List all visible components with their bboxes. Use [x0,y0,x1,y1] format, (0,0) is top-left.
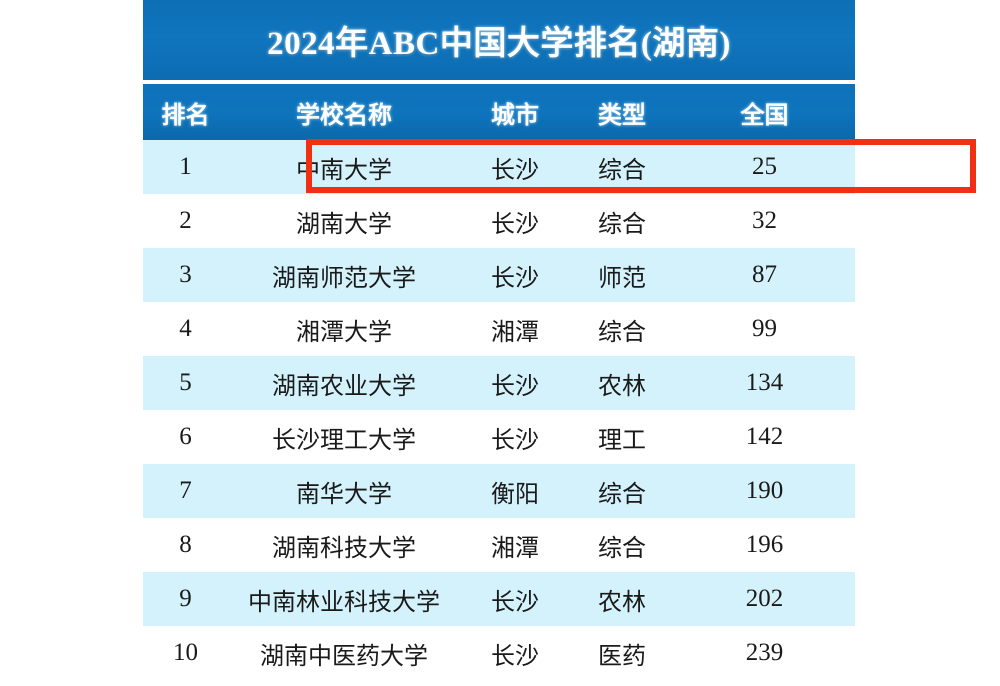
cell-rank: 10 [173,639,198,666]
cell-type: 师范 [598,265,646,292]
cell-city: 长沙 [491,643,539,670]
column-header-national: 全国 [740,102,789,129]
cell-name: 长沙理工大学 [272,427,416,454]
title-divider [143,80,855,84]
cell-type: 农林 [598,589,646,616]
cell-type: 理工 [598,427,646,454]
table-row[interactable]: 7 南华大学 衡阳 综合 190 [143,464,855,518]
column-header-city: 城市 [491,102,539,129]
cell-national: 25 [752,153,777,180]
cell-national: 87 [752,261,777,288]
column-header-name: 学校名称 [296,102,392,129]
cell-national: 134 [745,369,784,396]
cell-city: 长沙 [491,265,539,292]
cell-city: 湘潭 [491,319,539,346]
ranking-table-card: 2024年ABC中国大学排名(湖南) 排名 学校名称 城市 类型 全国 1 中南大学 长沙综… [143,0,976,686]
table-row[interactable]: 5 湖南农业大学 长沙 农林 134 [143,356,855,410]
column-header-rank: 排名 [161,102,210,129]
cell-city: 湘潭 [491,535,539,562]
page-title: 2024年ABC中国大学排名(湖南) [267,26,731,62]
cell-rank: 6 [179,423,192,450]
table-row[interactable]: 9 中南林业科技大学 长沙 农林 202 [143,572,855,626]
cell-name: 南华大学 [296,481,392,508]
cell-rank: 1 [179,153,192,180]
table-body: 1 中南大学 长沙 综合 25 2 湖南大学 长沙 综合 32 3 湖南师范大学 长沙 师范 87 4 湘潭大学… [143,140,855,680]
cell-national: 142 [745,423,784,450]
table-row[interactable]: 8 湖南科技大学 湘潭 综合 196 [143,518,855,572]
table-row[interactable]: 1 中南大学 长沙 综合 25 [143,140,855,194]
cell-national: 202 [745,585,784,612]
cell-national: 99 [752,315,777,342]
cell-name: 湖南农业大学 [272,373,416,400]
table-row[interactable]: 3 湖南师范大学 长沙 师范 87 [143,248,855,302]
table-title-bar: 2024年ABC中国大学排名(湖南) [143,0,855,80]
cell-rank: 7 [179,477,192,504]
cell-rank: 9 [179,585,192,612]
table-row[interactable]: 10 湖南中医药大学 长沙 医药 239 [143,626,855,680]
cell-city: 长沙 [491,427,539,454]
cell-type: 综合 [598,535,646,562]
cell-type: 农林 [598,373,646,400]
cell-rank: 5 [179,369,192,396]
cell-name: 湖南科技大学 [272,535,416,562]
cell-type: 综合 [598,319,646,346]
cell-type: 医药 [598,643,646,670]
cell-city: 长沙 [491,589,539,616]
cell-rank: 2 [179,207,192,234]
cell-city: 长沙 [491,157,539,184]
cell-national: 190 [745,477,784,504]
cell-type: 综合 [598,211,646,238]
cell-rank: 8 [179,531,192,558]
cell-name: 湖南师范大学 [272,265,416,292]
cell-rank: 4 [179,315,192,342]
cell-name: 湘潭大学 [296,319,392,346]
table-row[interactable]: 2 湖南大学 长沙 综合 32 [143,194,855,248]
cell-national: 196 [745,531,784,558]
cell-national: 239 [745,639,784,666]
cell-type: 综合 [598,481,646,508]
cell-national: 32 [752,207,777,234]
cell-name: 湖南大学 [296,211,392,238]
table-header-row: 排名 学校名称 城市 类型 全国 [143,84,855,140]
cell-city: 长沙 [491,373,539,400]
cell-city: 长沙 [491,211,539,238]
cell-city: 衡阳 [491,481,539,508]
cell-name: 中南大学 [296,157,392,184]
cell-rank: 3 [179,261,192,288]
column-header-type: 类型 [598,102,646,129]
table-row[interactable]: 6 长沙理工大学 长沙 理工 142 [143,410,855,464]
table-row[interactable]: 4 湘潭大学 湘潭 综合 99 [143,302,855,356]
cell-type: 综合 [598,157,646,184]
cell-name: 中南林业科技大学 [248,589,440,616]
cell-name: 湖南中医药大学 [260,643,428,670]
